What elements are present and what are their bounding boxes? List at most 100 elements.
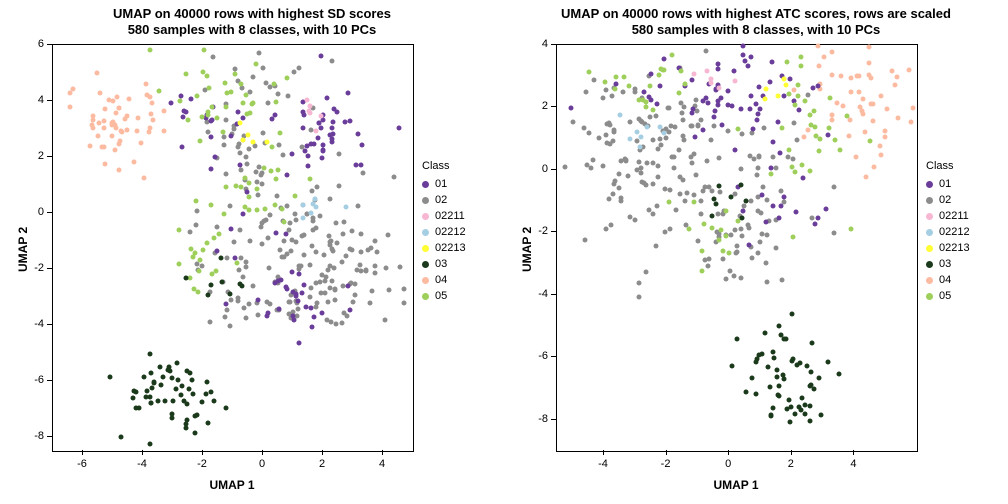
scatter-point — [764, 87, 769, 92]
scatter-point — [232, 72, 237, 77]
legend-label: 02213 — [435, 242, 466, 254]
scatter-point — [101, 126, 106, 131]
x-tick-mark — [262, 450, 263, 455]
scatter-point — [855, 73, 860, 78]
scatter-point — [161, 108, 166, 113]
scatter-point — [329, 279, 334, 284]
y-tick-mark — [551, 44, 556, 45]
y-tick-mark — [47, 156, 52, 157]
scatter-point — [715, 212, 720, 217]
scatter-point — [717, 85, 722, 90]
scatter-point — [194, 222, 199, 227]
scatter-point — [352, 281, 357, 286]
scatter-point — [849, 76, 854, 81]
scatter-point — [374, 249, 379, 254]
scatter-point — [341, 219, 346, 224]
scatter-point — [746, 64, 751, 69]
scatter-point — [256, 297, 261, 302]
y-tick-mark — [551, 231, 556, 232]
scatter-point — [331, 248, 336, 253]
scatter-point — [325, 95, 330, 100]
scatter-point — [693, 172, 698, 177]
scatter-point — [148, 394, 153, 399]
scatter-point — [771, 406, 776, 411]
scatter-point — [221, 130, 226, 135]
scatter-point — [775, 368, 780, 373]
scatter-point — [139, 141, 144, 146]
scatter-point — [619, 196, 624, 201]
scatter-point — [849, 227, 854, 232]
scatter-point — [200, 69, 205, 74]
scatter-point — [307, 295, 312, 300]
scatter-point — [654, 243, 659, 248]
scatter-point — [149, 370, 154, 375]
scatter-point — [276, 143, 281, 148]
scatter-point — [343, 119, 348, 124]
x-tick-mark — [728, 450, 729, 455]
scatter-point — [297, 271, 302, 276]
scatter-point — [189, 97, 194, 102]
legend-item: 02211 — [422, 208, 466, 224]
scatter-point — [171, 398, 176, 403]
scatter-point — [622, 74, 627, 79]
scatter-point — [334, 220, 339, 225]
scatter-point — [703, 258, 708, 263]
scatter-point — [756, 209, 761, 214]
scatter-point — [209, 282, 214, 287]
scatter-point — [796, 93, 801, 98]
scatter-point — [292, 212, 297, 217]
scatter-point — [636, 295, 641, 300]
scatter-point — [224, 302, 229, 307]
x-tick-label: 0 — [725, 458, 731, 470]
scatter-point — [626, 173, 631, 178]
legend-item: 02212 — [422, 224, 466, 240]
scatter-point — [590, 157, 595, 162]
scatter-point — [723, 234, 728, 239]
scatter-point — [339, 259, 344, 264]
scatter-point — [196, 289, 201, 294]
scatter-point — [662, 130, 667, 135]
scatter-point — [212, 236, 217, 241]
scatter-point — [289, 152, 294, 157]
scatter-point — [774, 166, 779, 171]
scatter-point — [183, 71, 188, 76]
legend-title: Class — [926, 160, 970, 172]
scatter-point — [309, 188, 314, 193]
scatter-point — [339, 321, 344, 326]
scatter-point — [699, 248, 704, 253]
scatter-point — [643, 100, 648, 105]
scatter-point — [725, 129, 730, 134]
scatter-point — [731, 273, 736, 278]
scatter-point — [311, 228, 316, 233]
scatter-point — [179, 383, 184, 388]
scatter-point — [616, 171, 621, 176]
legend-label: 01 — [939, 178, 951, 190]
scatter-point — [716, 99, 721, 104]
scatter-point — [204, 391, 209, 396]
y-axis-label: UMAP 2 — [520, 227, 534, 272]
scatter-point — [749, 255, 754, 260]
scatter-point — [321, 148, 326, 153]
scatter-point — [747, 106, 752, 111]
scatter-point — [715, 66, 720, 71]
scatter-point — [601, 96, 606, 101]
scatter-point — [669, 53, 674, 58]
scatter-point — [706, 264, 711, 269]
x-tick-mark — [142, 450, 143, 455]
scatter-point — [720, 122, 725, 127]
scatter-point — [344, 254, 349, 259]
scatter-point — [302, 283, 307, 288]
y-tick-mark — [551, 106, 556, 107]
scatter-point — [306, 164, 311, 169]
scatter-point — [242, 204, 247, 209]
scatter-point — [349, 247, 354, 252]
scatter-point — [653, 114, 658, 119]
scatter-point — [254, 61, 259, 66]
scatter-point — [812, 109, 817, 114]
scatter-point — [317, 213, 322, 218]
scatter-point — [385, 233, 390, 238]
scatter-point — [180, 144, 185, 149]
scatter-point — [324, 275, 329, 280]
scatter-point — [245, 161, 250, 166]
scatter-point — [236, 109, 241, 114]
